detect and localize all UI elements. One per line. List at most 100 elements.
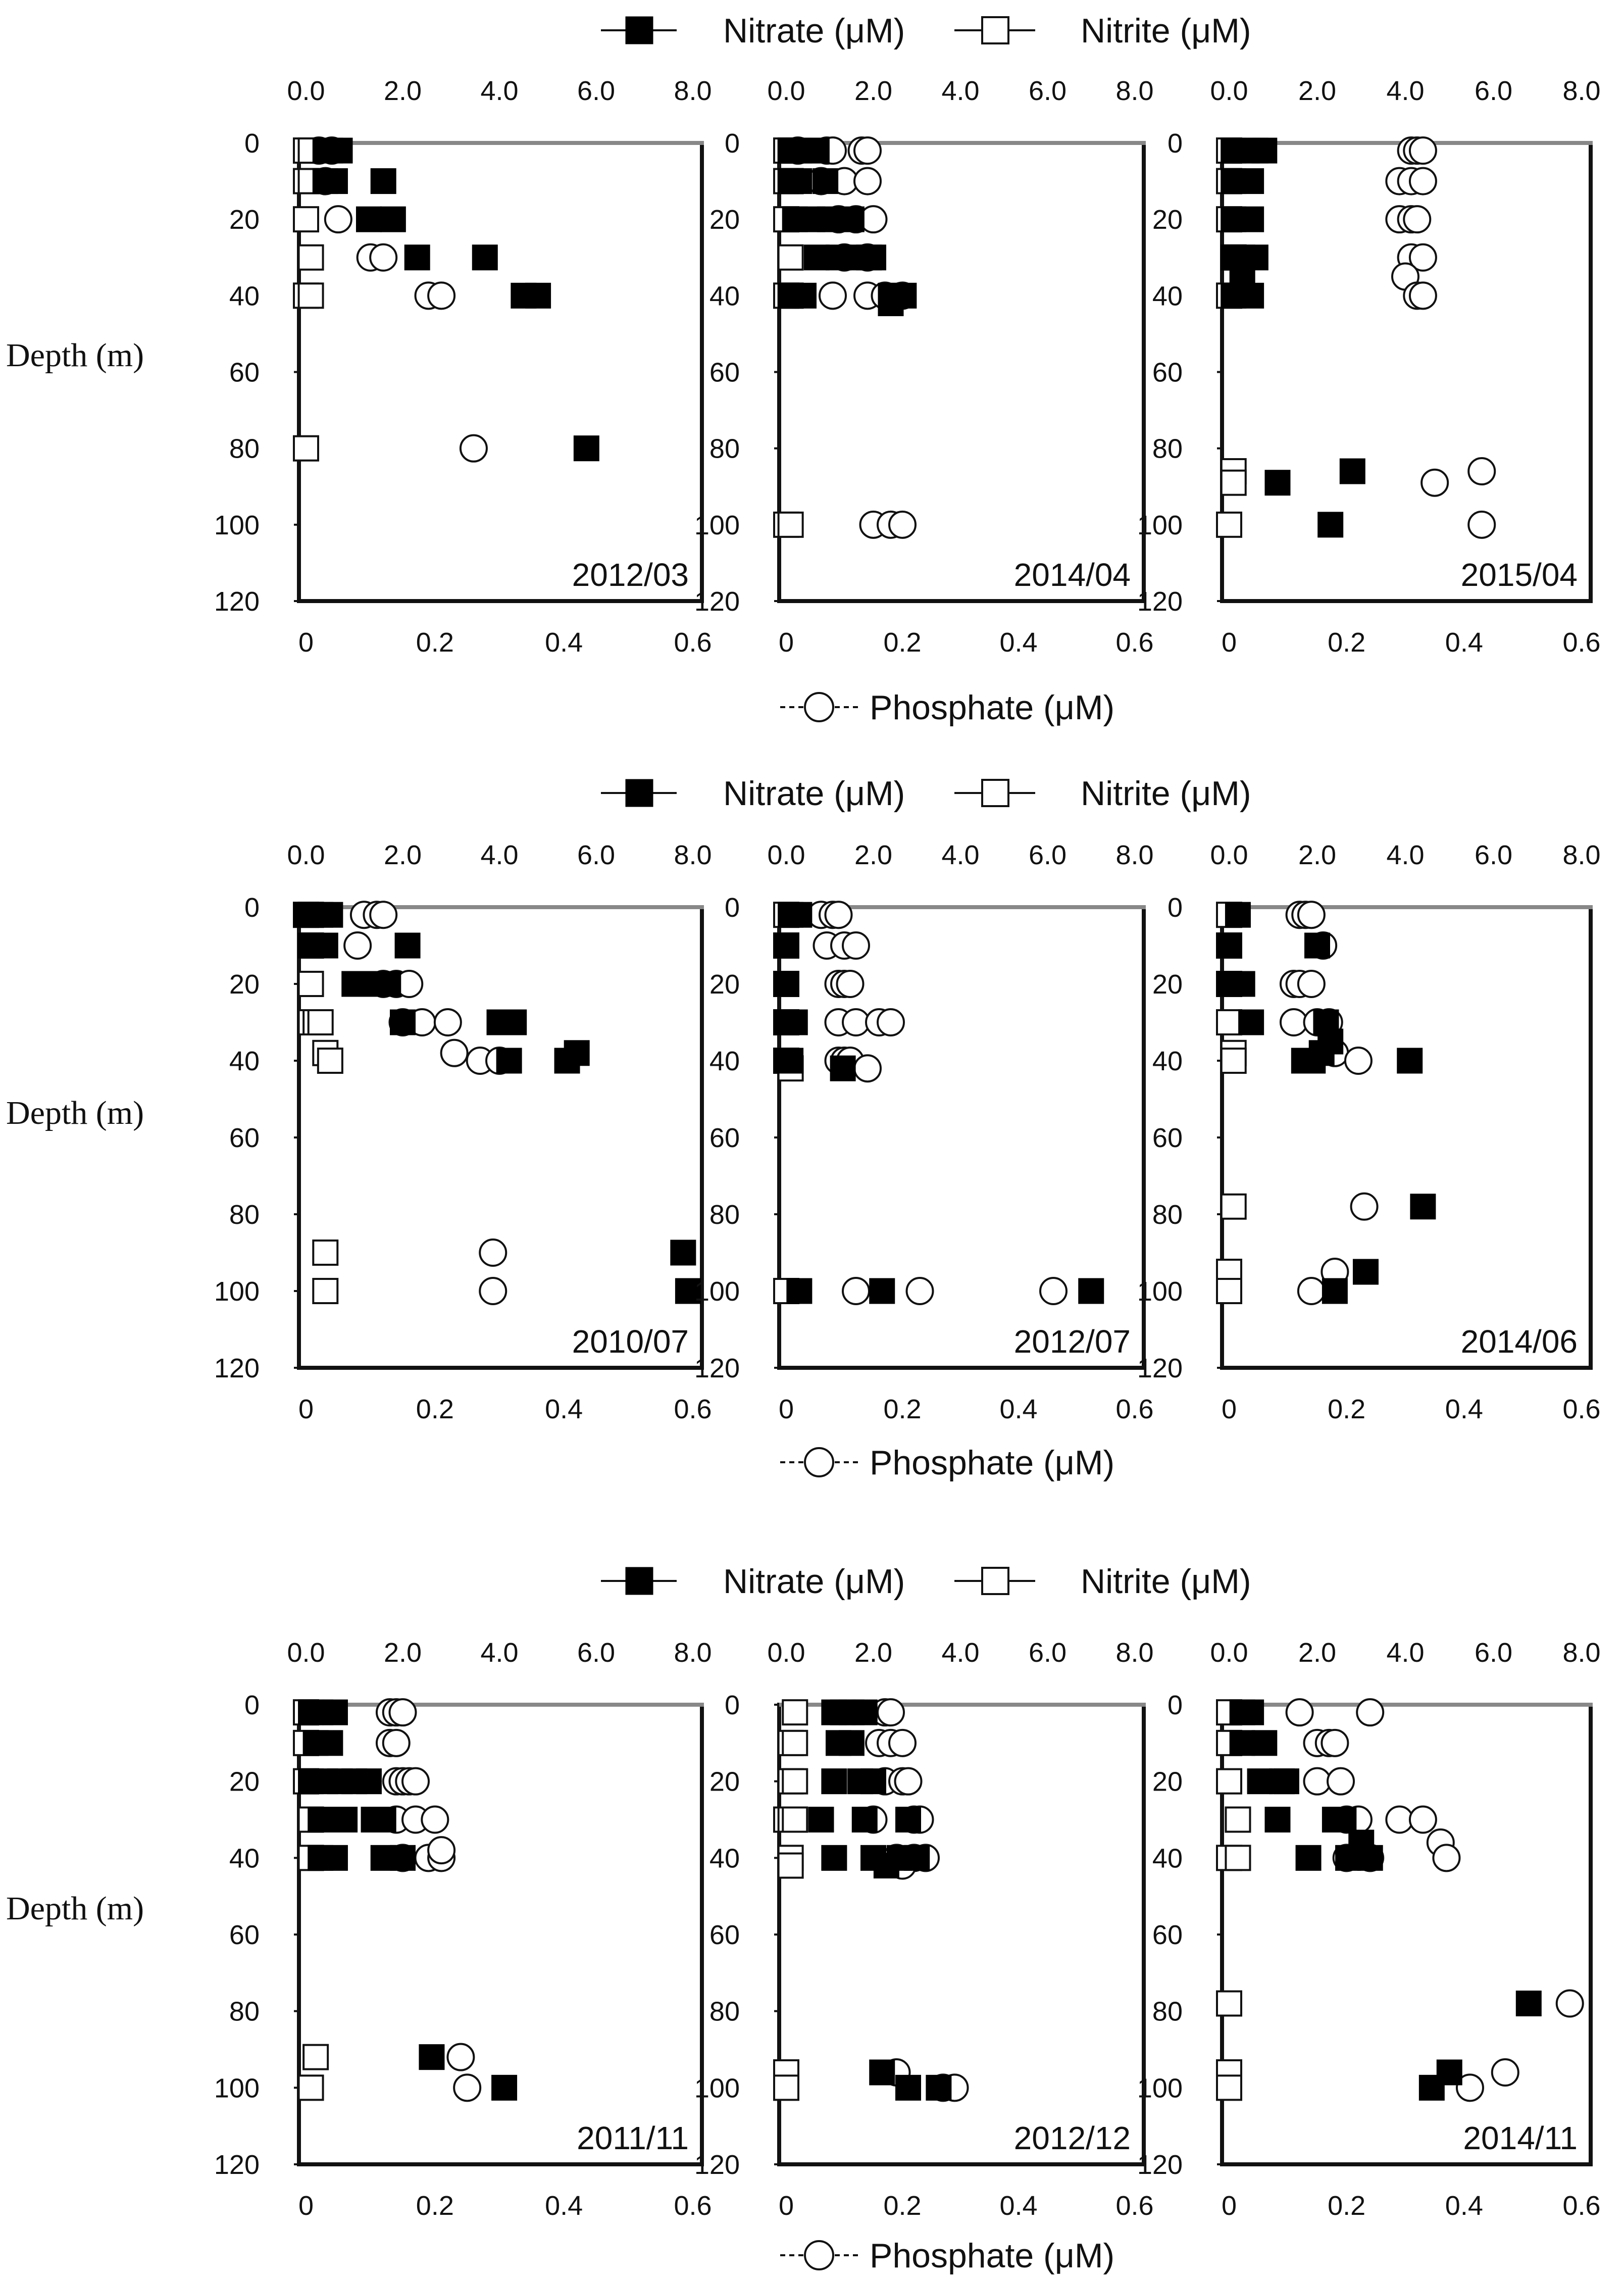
nitrite-legend-marker [981,1567,1009,1595]
nitrate-point [821,1768,847,1795]
top-tick-label: 6.0 [577,1638,615,1668]
phosphate-point [1408,281,1437,310]
y-tick-label: 100 [1137,510,1183,540]
nitrite-point [312,1278,339,1304]
phosphate-series [859,1698,969,2102]
phosphate-point [853,167,882,195]
top-tick-label: 4.0 [941,1638,979,1668]
nitrate-point [1397,1048,1423,1074]
y-tick-label: 120 [214,586,260,617]
nitrate-legend-marker [625,779,653,807]
nitrate-series [1229,1699,1542,2101]
y-tick-label: 80 [1152,434,1183,464]
nitrate-series [778,137,917,316]
phosphate-legend-marker [804,692,834,722]
top-tick-label: 8.0 [674,840,712,870]
y-tick-label: 100 [1137,1276,1183,1307]
nitrite-legend-label: Nitrite (μM) [1081,774,1251,813]
nitrate-point [491,2074,518,2101]
nitrate-point [1247,1768,1273,1795]
nitrate-legend-label: Nitrate (μM) [723,774,905,813]
top-tick-label: 4.0 [1386,840,1424,870]
nitrate-point [791,282,817,309]
nitrate-point [496,1048,522,1074]
top-tick-label: 0.0 [287,1638,325,1668]
phosphate-point [853,1054,882,1083]
top-tick-label: 8.0 [1562,840,1600,870]
nitrate-point [786,902,813,928]
nitrate-point [356,206,382,232]
top-tick-label: 2.0 [384,76,422,106]
nitrate-point [1238,206,1264,232]
panel-2014-04: 0.0 2.0 4.0 6.0 8.0 0 0.2 0.4 0.6 0 20 40 60 80 100 120… [694,76,1154,658]
y-tick-label: 120 [1137,2150,1183,2180]
bottom-tick-label: 0.2 [1328,1394,1365,1424]
y-tick-label: 0 [1168,1690,1183,1720]
nitrate-point [317,1730,343,1756]
nitrate-point [312,932,338,959]
nitrate-point [1238,282,1264,309]
panel-2012-12: 0.0 2.0 4.0 6.0 8.0 0 0.2 0.4 0.6 0 20 40 60 80 100 120… [694,1638,1154,2221]
y-tick-label: 0 [244,128,260,159]
phosphate-point [836,970,865,998]
nitrate-point [895,1807,921,1832]
nitrite-point [297,2074,324,2101]
top-tick-label: 0.0 [1210,76,1248,106]
y-tick-label: 100 [214,510,260,540]
nitrite-legend-marker [981,779,1009,807]
legend-top: Nitrate (μM) Nitrite (μM) [601,1562,1251,1601]
y-tick-label: 40 [709,1046,740,1076]
nitrate-point [1216,932,1242,959]
y-tick-label: 20 [709,1767,740,1797]
legend-bottom: Phosphate (μM) [780,688,1114,727]
phosphate-point [388,1698,417,1727]
bottom-tick-label: 0.6 [1562,1394,1600,1424]
phosphate-series [1279,901,1379,1305]
bottom-tick-label: 0 [1222,2191,1237,2221]
top-tick-label: 8.0 [1562,76,1600,106]
top-tick-label: 4.0 [1386,1638,1424,1668]
nitrite-point [1225,1806,1251,1833]
phosphate-point [877,1698,905,1727]
bottom-tick-label: 0.4 [1445,1394,1483,1424]
nitrate-point [830,1055,856,1081]
y-tick-label: 100 [694,1276,740,1307]
y-tick-label: 120 [694,1353,740,1383]
nitrate-point [322,1845,348,1871]
nitrite-point [1225,1845,1251,1871]
nitrate-point [390,1009,416,1035]
phosphate-legend-marker [804,2240,834,2270]
bottom-tick-label: 0.6 [1562,627,1600,658]
top-tick-label: 4.0 [941,76,979,106]
top-tick-label: 8.0 [1115,76,1153,106]
panel-2012-03: 0.0 2.0 4.0 6.0 8.0 0 0.2 0.4 0.6 0 20 40 60 80 100 120… [214,76,712,658]
nitrite-point [1216,511,1242,538]
nitrite-point [1220,1048,1247,1074]
top-tick-label: 6.0 [577,76,615,106]
top-tick-label: 6.0 [1029,840,1067,870]
y-tick-label: 20 [229,205,260,235]
nitrite-series [1216,1699,1251,2101]
nitrate-point [821,1845,847,1871]
nitrate-point [1295,1845,1322,1871]
phosphate-point [369,243,398,272]
panel-date-label: 2012/03 [572,557,689,593]
phosphate-point [842,1277,870,1305]
nitrate-point [1515,1991,1542,2016]
panel-date-label: 2014/04 [1014,557,1131,593]
top-tick-label: 4.0 [1386,76,1424,106]
legend-bottom: Phosphate (μM) [780,1444,1114,1482]
nitrate-point [1418,2074,1445,2101]
nitrate-series [808,1699,952,2101]
phosphate-point [853,136,882,165]
phosphate-point [382,1728,411,1757]
nitrate-point [873,1853,899,1878]
nitrate-point [308,1807,334,1832]
top-tick-label: 6.0 [1029,1638,1067,1668]
top-tick-label: 2.0 [1298,1638,1336,1668]
bottom-tick-label: 0.4 [999,1394,1037,1424]
nitrite-point [293,435,319,462]
nitrate-point [670,1240,696,1266]
top-tick-label: 0.0 [287,840,325,870]
y-tick-label: 80 [1152,1997,1183,2027]
